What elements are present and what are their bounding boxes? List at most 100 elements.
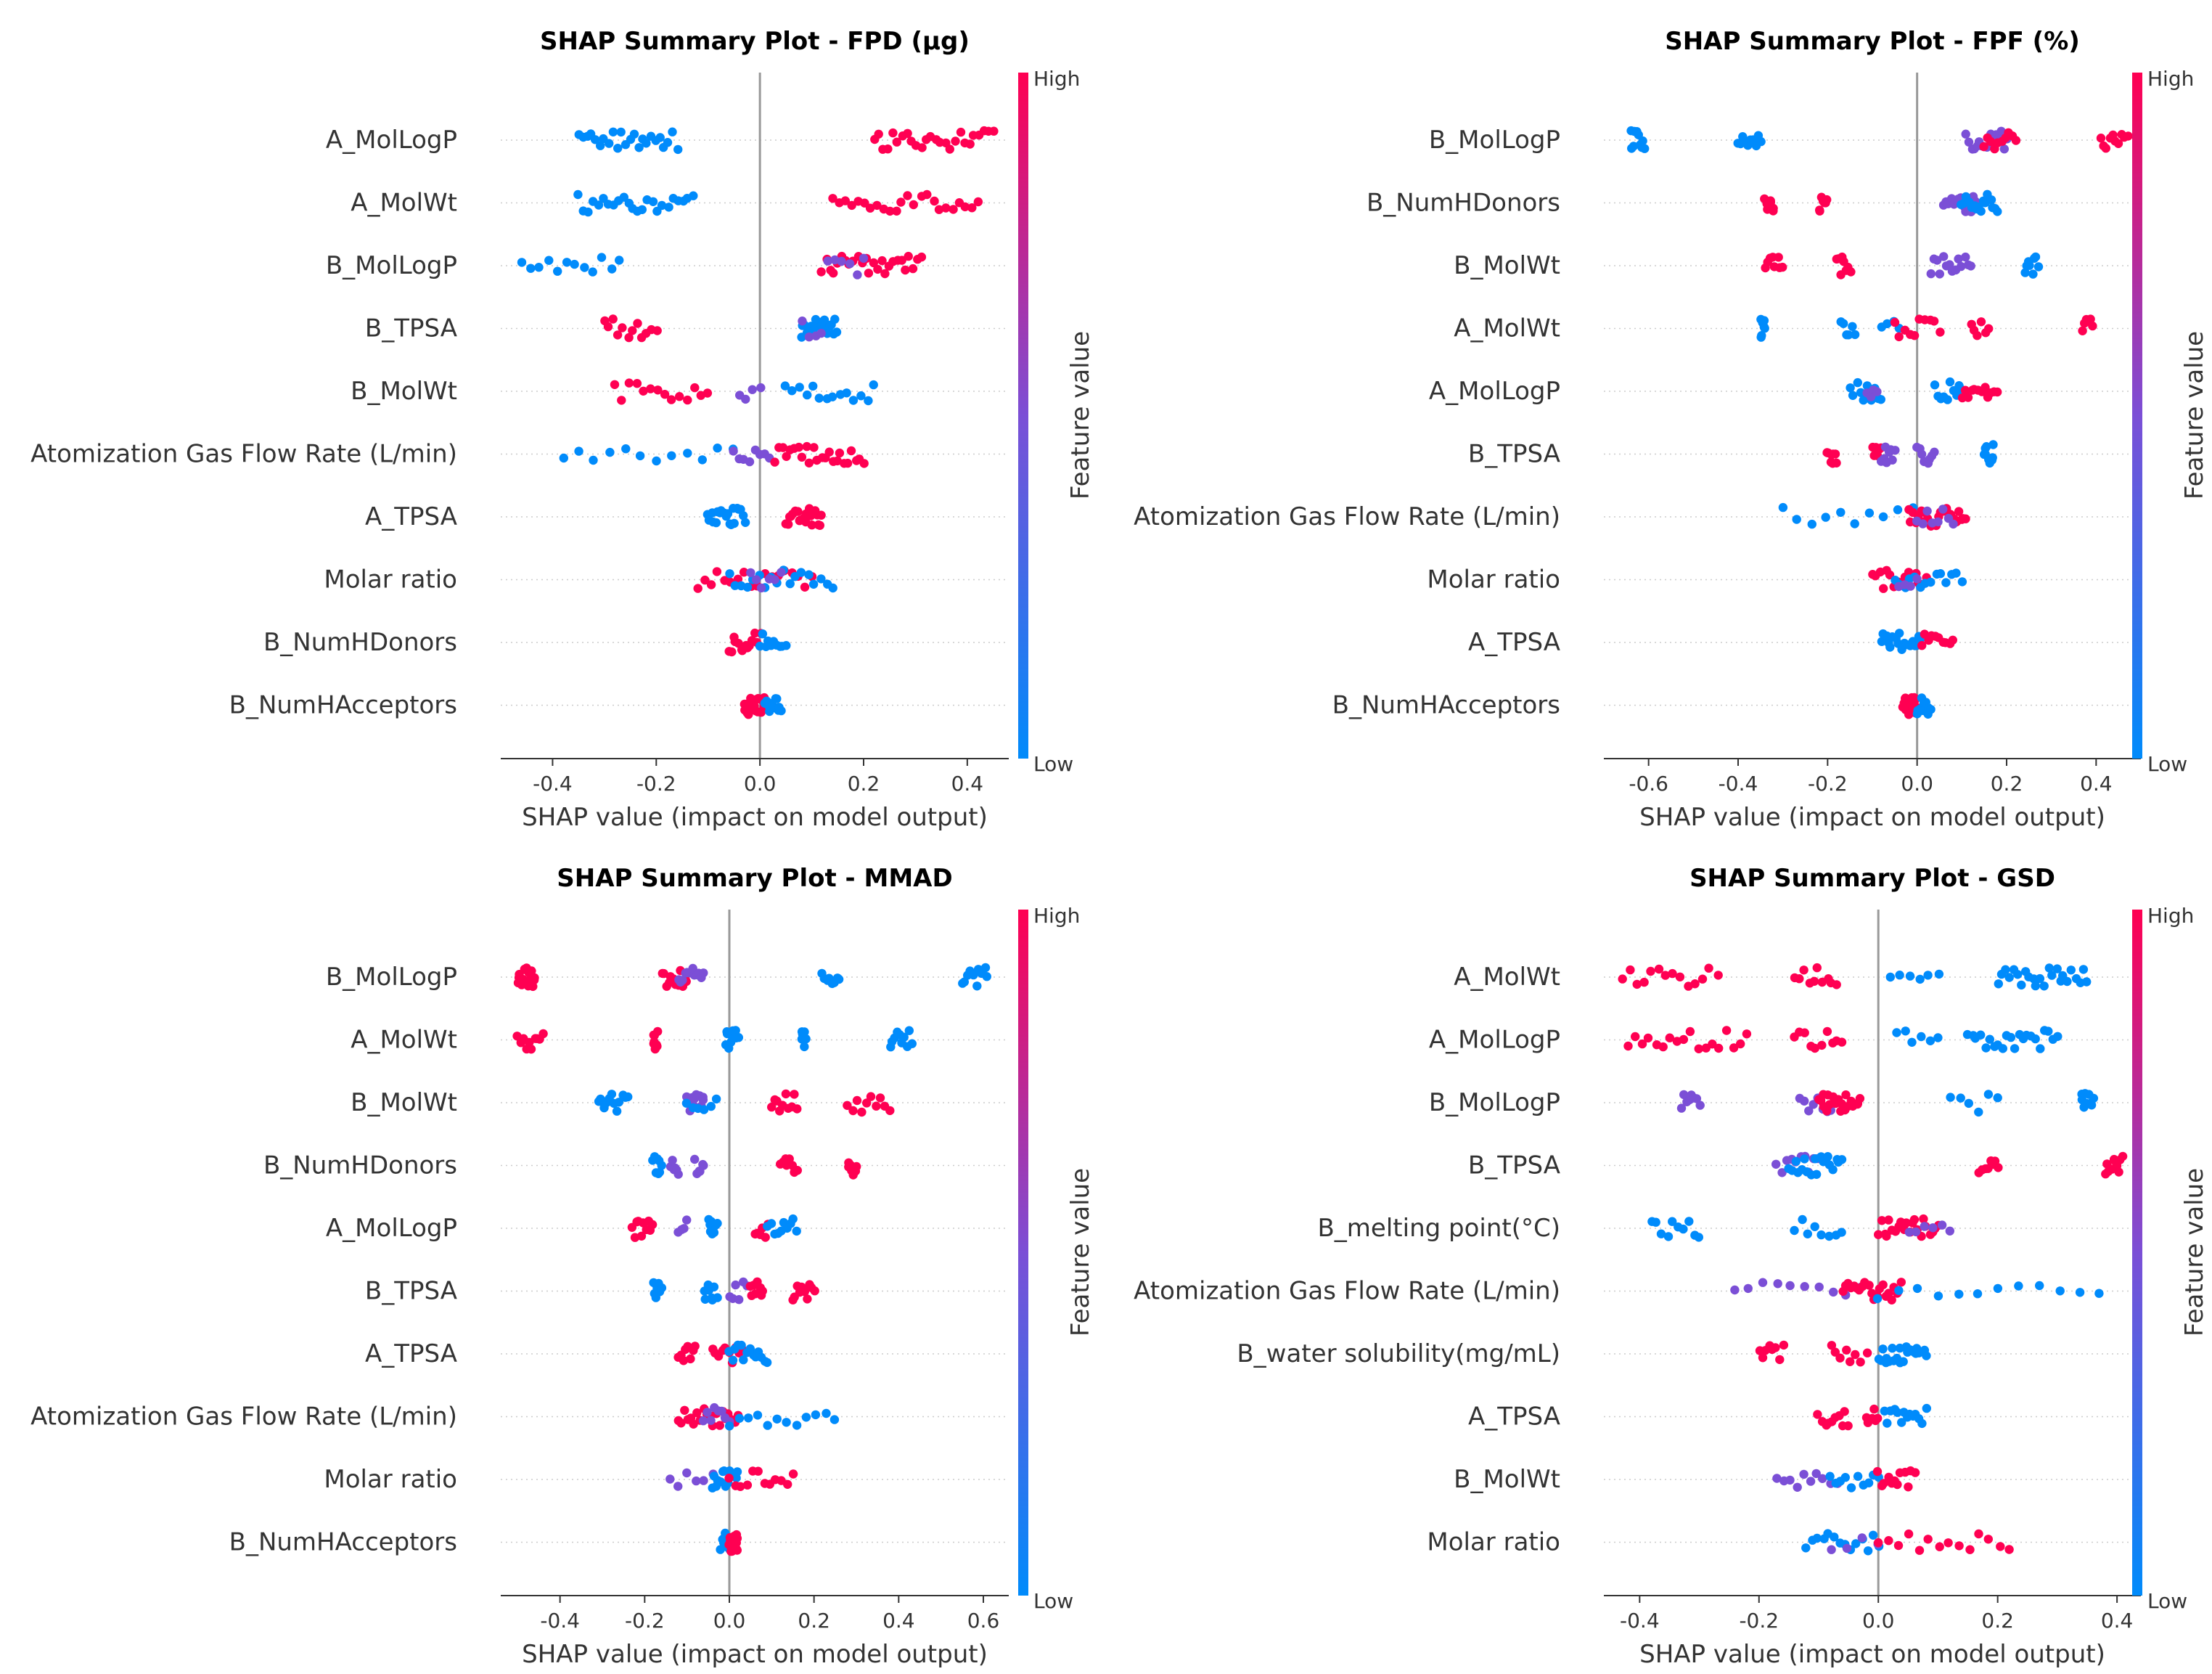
shap-point [1813, 1410, 1822, 1419]
shap-point [784, 520, 793, 529]
shap-point [800, 1027, 809, 1037]
shap-point [1656, 1229, 1666, 1238]
shap-point [1824, 1231, 1834, 1241]
x-tick-label: -0.2 [1808, 772, 1848, 796]
shap-point [1760, 324, 1769, 333]
shap-point [1879, 584, 1888, 593]
shap-point [1985, 1034, 1994, 1044]
feature-label: A_MolLogP [1429, 1026, 1560, 1055]
x-tick-label: 0.2 [798, 1609, 830, 1633]
shap-point [633, 319, 642, 328]
feature-label: B_MolWt [1454, 1465, 1560, 1494]
shap-point [1855, 1094, 1865, 1103]
colorbar-low-label: Low [1033, 1589, 1073, 1613]
shap-point [538, 1029, 548, 1039]
shap-point [1632, 979, 1642, 989]
shap-point [778, 443, 788, 452]
feature-label: B_melting point(°C) [1317, 1214, 1560, 1243]
shap-point [686, 1354, 695, 1364]
shap-point [951, 136, 960, 146]
shap-point [1665, 1033, 1674, 1042]
shap-point [1874, 1538, 1883, 1548]
shap-point [1815, 206, 1824, 216]
colorbar-title: Feature value [1066, 1168, 1095, 1336]
chart-title: SHAP Summary Plot - FPD (μg) [540, 27, 970, 56]
shap-point [1954, 254, 1963, 264]
shap-point [1873, 1413, 1883, 1423]
shap-point [2006, 1032, 2016, 1042]
shap-point [2078, 965, 2089, 974]
shap-point [1646, 966, 1655, 976]
shap-point [824, 447, 834, 457]
shap-point [823, 256, 832, 266]
shap-point [803, 1294, 812, 1304]
shap-point [1998, 1044, 2007, 1053]
shap-point [702, 388, 713, 398]
shap-point [903, 128, 912, 138]
shap-point [1853, 1471, 1863, 1481]
shap-point [1888, 1344, 1897, 1353]
shap-point [1769, 206, 1778, 216]
shap-point [642, 139, 651, 148]
shap-point [637, 205, 647, 214]
shap-point [728, 1355, 738, 1365]
shap-point [706, 1101, 716, 1111]
shap-point [1917, 641, 1927, 650]
feature-label: A_MolWt [351, 189, 457, 218]
shap-point [2044, 1026, 2053, 1036]
shap-point [1928, 1223, 1938, 1233]
shap-point [652, 456, 661, 466]
shap-point [903, 191, 912, 200]
shap-point [1993, 1283, 2003, 1294]
shap-point [1851, 1350, 1860, 1360]
shap-point [801, 1034, 811, 1044]
shap-point [1807, 519, 1816, 529]
shap-point [2031, 252, 2041, 262]
shap-point [1697, 974, 1708, 984]
shap-point [848, 396, 859, 405]
shap-point [653, 385, 663, 395]
shap-point [835, 448, 845, 458]
shap-point [1810, 1043, 1819, 1053]
shap-point [683, 395, 692, 405]
shap-point [570, 259, 579, 269]
shap-point [2113, 139, 2123, 148]
shap-point [1842, 1543, 1852, 1553]
shap-point [852, 1161, 861, 1172]
shap-point [2004, 973, 2014, 982]
shap-point [1874, 1230, 1883, 1239]
shap-point [608, 127, 618, 136]
shap-point [1773, 1279, 1782, 1289]
shap-point [634, 143, 644, 152]
shap-point [1721, 1026, 1732, 1035]
shap-point [1836, 507, 1846, 517]
shap-point [866, 1092, 876, 1101]
feature-label: Atomization Gas Flow Rate (L/min) [30, 440, 457, 469]
shap-point [1976, 1030, 1986, 1040]
shap-point [693, 584, 702, 593]
shap-point [1841, 1090, 1851, 1100]
shap-point [1848, 322, 1857, 331]
shap-point [2010, 1044, 2020, 1053]
shap-point [1791, 1156, 1801, 1166]
shap-point [965, 139, 975, 149]
shap-point [1821, 513, 1830, 522]
shap-point [1904, 1228, 1914, 1237]
shap-point [2053, 1032, 2063, 1041]
shap-point [607, 1090, 617, 1099]
shap-point [864, 269, 874, 278]
shap-point [1988, 453, 1997, 462]
shap-point [917, 252, 927, 262]
shap-point [2031, 981, 2040, 991]
shap-point [734, 1295, 744, 1305]
shap-point [676, 1418, 686, 1428]
feature-label: Atomization Gas Flow Rate (L/min) [1134, 502, 1560, 531]
shap-point [785, 579, 795, 589]
shap-point [808, 381, 818, 391]
shap-point [1993, 1093, 2002, 1103]
shap-point [1866, 392, 1876, 401]
shap-point [639, 386, 648, 396]
shap-point [698, 1095, 708, 1105]
panel-gsd: SHAP Summary Plot - GSD A_MolWt A_MolLogP B… [1106, 837, 2212, 1674]
